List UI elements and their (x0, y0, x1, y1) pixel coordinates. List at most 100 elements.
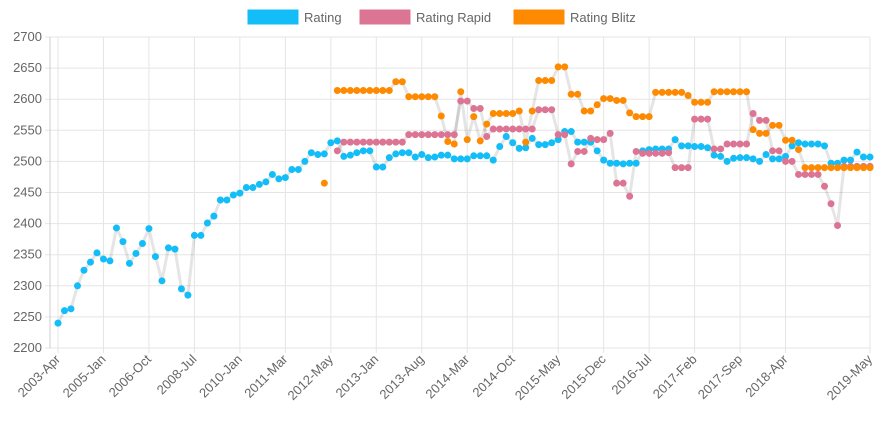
data-point (743, 88, 751, 96)
data-point (320, 179, 328, 187)
data-point (164, 244, 172, 252)
data-point (593, 136, 601, 144)
data-point (366, 138, 374, 146)
data-point (658, 149, 666, 157)
data-point (548, 139, 556, 147)
data-point (626, 192, 634, 200)
data-point (307, 149, 315, 157)
x-tick-label: 2015-Dec (558, 351, 609, 402)
legend-label[interactable]: Rating (304, 10, 342, 25)
data-point (535, 141, 543, 149)
data-point (340, 138, 348, 146)
data-point (411, 93, 419, 101)
data-point (723, 88, 731, 96)
data-point (743, 140, 751, 148)
data-point (600, 156, 608, 164)
data-point (528, 107, 536, 115)
x-tick-label: 2017-Feb (650, 352, 700, 402)
y-tick-label: 2450 (13, 185, 42, 200)
data-point (379, 86, 387, 94)
data-point (587, 134, 595, 142)
data-point (853, 148, 861, 156)
data-point (418, 93, 426, 101)
data-point (580, 147, 588, 155)
data-point (671, 164, 679, 172)
data-point (736, 88, 744, 96)
data-point (437, 131, 445, 139)
data-point (704, 144, 712, 152)
data-point (665, 88, 673, 96)
data-point (606, 95, 614, 103)
legend-swatch[interactable] (513, 9, 565, 25)
data-point (606, 129, 614, 137)
data-point (860, 153, 868, 161)
data-point (619, 160, 627, 168)
legend-label[interactable]: Rating Blitz (570, 10, 636, 25)
data-point (561, 63, 569, 71)
data-point (580, 138, 588, 146)
data-point (424, 131, 432, 139)
data-point (762, 116, 770, 124)
x-tick-label: 2015-May (512, 351, 564, 403)
data-point (288, 165, 296, 173)
data-point (67, 305, 75, 313)
data-point (405, 93, 413, 101)
data-point (418, 131, 426, 139)
data-point (665, 149, 673, 157)
data-point (567, 160, 575, 168)
data-point (509, 139, 517, 147)
data-point (866, 164, 874, 172)
data-point (281, 174, 289, 182)
data-point (678, 164, 686, 172)
data-point (775, 155, 783, 163)
data-point (671, 88, 679, 96)
data-point (814, 164, 822, 172)
data-point (483, 120, 491, 128)
data-point (775, 147, 783, 155)
data-point (632, 147, 640, 155)
data-point (613, 96, 621, 104)
data-point (502, 125, 510, 133)
legend-label[interactable]: Rating Rapid (416, 10, 491, 25)
data-point (574, 138, 582, 146)
data-point (522, 138, 530, 146)
data-point (444, 151, 452, 159)
data-point (860, 164, 868, 172)
data-point (678, 88, 686, 96)
data-point (151, 253, 159, 261)
data-point (483, 152, 491, 160)
data-point (320, 150, 328, 158)
data-point (431, 153, 439, 161)
data-point (457, 97, 465, 105)
data-point (541, 77, 549, 85)
data-point (489, 110, 497, 118)
data-point (574, 147, 582, 155)
data-point (847, 164, 855, 172)
data-point (385, 154, 393, 162)
data-point (327, 139, 335, 147)
data-point (645, 149, 653, 157)
data-point (158, 277, 166, 285)
data-point (60, 307, 68, 315)
data-point (645, 113, 653, 121)
data-point (489, 156, 497, 164)
data-point (795, 170, 803, 178)
data-point (684, 164, 692, 172)
data-point (567, 128, 575, 136)
data-point (268, 170, 276, 178)
data-point (346, 138, 354, 146)
data-point (788, 142, 796, 150)
data-point (704, 115, 712, 123)
legend-swatch[interactable] (247, 9, 299, 25)
data-point (762, 151, 770, 159)
data-point (509, 110, 517, 118)
data-point (301, 157, 309, 165)
legend-swatch[interactable] (359, 9, 411, 25)
data-point (392, 78, 400, 86)
data-point (600, 136, 608, 144)
data-point (723, 157, 731, 165)
data-point (697, 142, 705, 150)
data-point (476, 137, 484, 145)
data-point (834, 221, 842, 229)
data-point (463, 97, 471, 105)
